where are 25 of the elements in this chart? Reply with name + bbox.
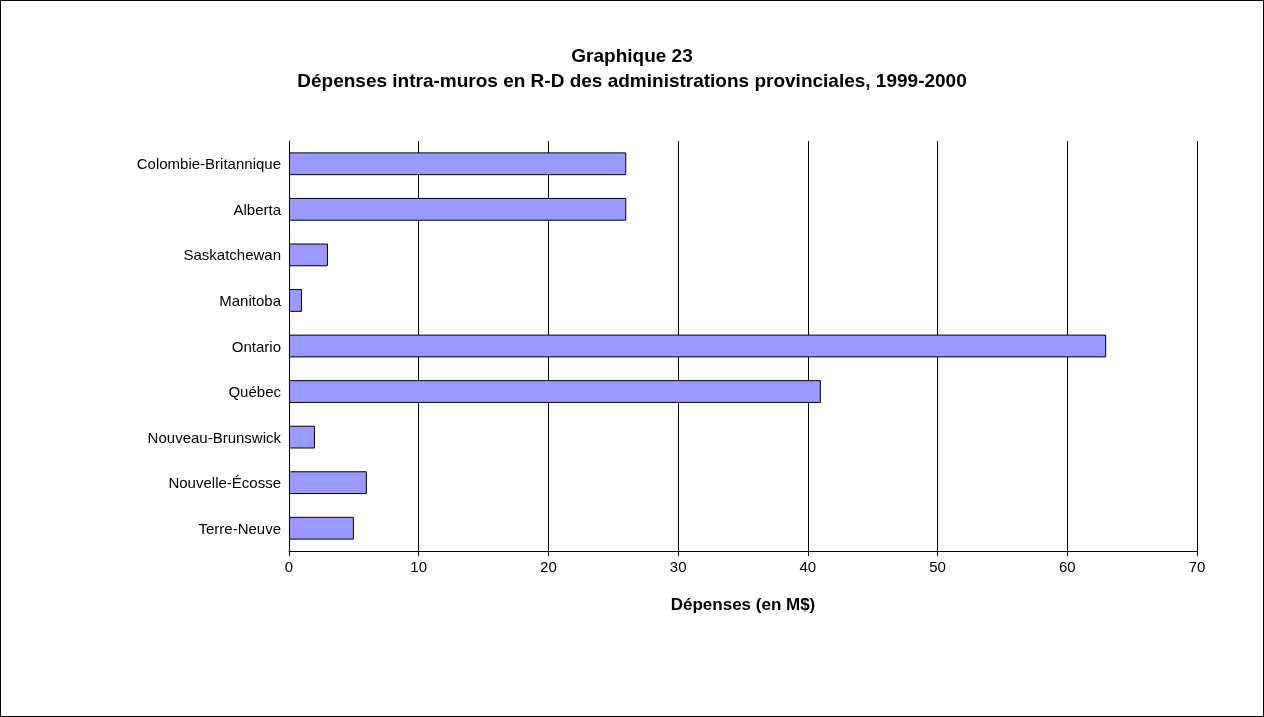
x-tick-label: 30 (669, 558, 687, 575)
y-tick-label: Nouvelle-Écosse (168, 474, 281, 492)
y-tick-label: Ontario (231, 337, 281, 355)
y-tick-label: Colombie-Britannique (136, 155, 281, 173)
y-tick-label: Saskatchewan (183, 246, 281, 264)
bar (289, 243, 328, 267)
chart-subtitle: Dépenses intra-muros en R-D des administrations provinciales, 1999-2000 (297, 70, 967, 91)
x-tick-label: 50 (929, 558, 946, 575)
y-tick-label: Terre-Neuve (198, 519, 281, 537)
x-tick-label: 70 (1188, 558, 1206, 575)
chart-title: Graphique 23 (571, 45, 693, 66)
bar (289, 471, 367, 495)
y-tick-label: Québec (228, 383, 282, 401)
x-tick-label: 0 (284, 558, 294, 575)
x-tick-label: 20 (540, 558, 557, 575)
bar (289, 425, 315, 449)
y-tick-label: Nouveau-Brunswick (147, 428, 282, 446)
x-tick-label: 40 (799, 558, 817, 575)
y-tick-label: Manitoba (219, 291, 282, 309)
bar (289, 289, 302, 312)
y-tick-label: Alberta (233, 200, 282, 218)
x-tick-label: 60 (1058, 558, 1076, 575)
x-tick-label: 10 (410, 558, 428, 575)
bar (289, 516, 354, 540)
x-axis-title: Dépenses (en M$) (670, 595, 816, 614)
